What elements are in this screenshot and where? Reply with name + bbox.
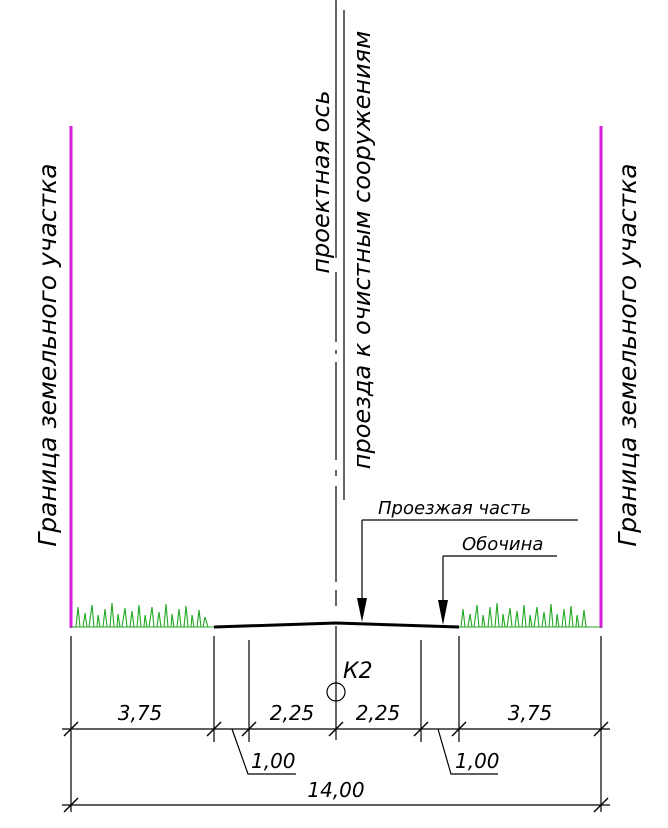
leader-carriageway: [357, 519, 578, 622]
axis-label-line2: проезда к очистным сооружениям: [348, 31, 376, 469]
boundary-label-left: Граница земельного участка: [33, 163, 62, 546]
point-k2-label: К2: [343, 659, 373, 684]
axis-label-line1: проектная ось: [307, 90, 335, 273]
shoulder-label: Обочина: [462, 534, 543, 555]
point-k2-marker: [326, 682, 346, 702]
grass-left: [75, 602, 209, 628]
extension-lines: [70, 636, 602, 812]
dimension-row-total: [62, 797, 610, 813]
boundary-label-right: Граница земельного участка: [613, 163, 642, 546]
dim-right-verge: 3,75: [508, 701, 553, 725]
dim-right-lane: 2,25: [356, 701, 401, 725]
dim-left-shoulder: 1,00: [251, 749, 296, 773]
dim-left-lane: 2,25: [270, 701, 315, 725]
dim-total: 14,00: [307, 778, 364, 802]
shoulder-dim-leaders: [231, 728, 498, 775]
leader-shoulder: [438, 555, 557, 625]
grass-right: [460, 602, 587, 628]
carriageway-label: Проезжая часть: [378, 498, 531, 519]
dim-right-shoulder: 1,00: [455, 749, 500, 773]
road-surface: [213, 621, 460, 629]
dim-left-verge: 3,75: [118, 701, 163, 725]
dimension-row-1: [62, 721, 610, 737]
